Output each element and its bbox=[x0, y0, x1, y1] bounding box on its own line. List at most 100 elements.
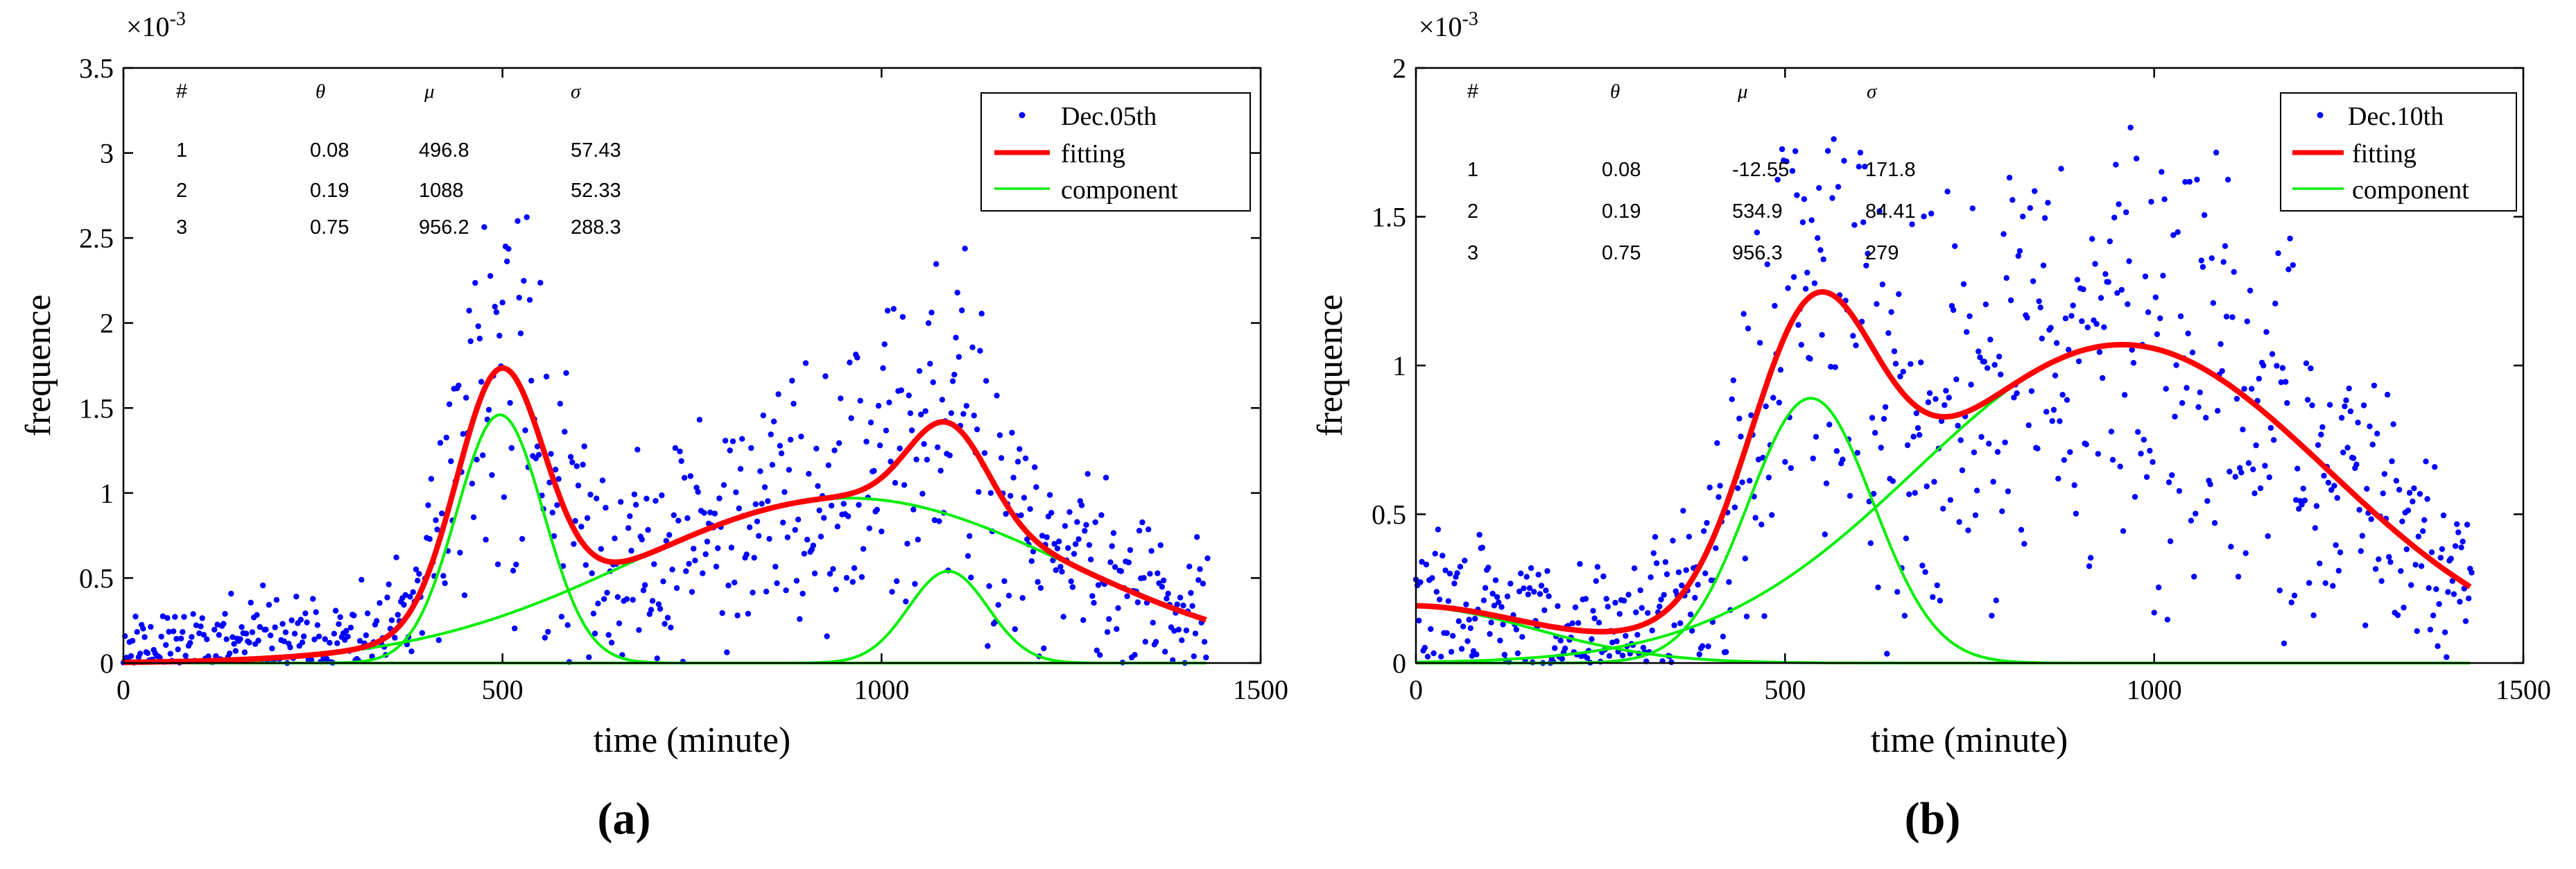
x-axis-label: time (minute) bbox=[594, 721, 790, 760]
scatter-point bbox=[172, 614, 178, 620]
scatter-point bbox=[2319, 424, 2326, 430]
scatter-point bbox=[715, 545, 721, 551]
scatter-point bbox=[951, 372, 958, 378]
scatter-point bbox=[598, 546, 604, 552]
table-cell: 3 bbox=[1467, 242, 1478, 264]
scatter-point bbox=[2367, 423, 2373, 429]
scatter-point bbox=[137, 651, 144, 657]
scatter-point bbox=[662, 621, 668, 627]
scatter-point bbox=[200, 632, 207, 638]
scatter-point bbox=[1457, 564, 1464, 570]
scatter-point bbox=[910, 506, 917, 513]
scatter-point bbox=[1631, 565, 1638, 571]
scatter-point bbox=[871, 467, 877, 474]
scatter-point bbox=[831, 447, 838, 454]
scatter-point bbox=[2362, 622, 2369, 628]
scatter-point bbox=[2176, 488, 2183, 494]
scatter-point bbox=[1913, 410, 1919, 417]
scatter-point bbox=[2232, 474, 2238, 480]
scatter-point bbox=[1201, 639, 1208, 645]
scatter-point bbox=[1037, 585, 1044, 591]
scatter-point bbox=[763, 588, 770, 595]
scatter-point bbox=[1436, 596, 1443, 603]
scatter-point bbox=[1742, 556, 1748, 562]
scatter-point bbox=[1885, 330, 1892, 336]
scatter-point bbox=[811, 570, 818, 576]
scatter-point bbox=[2401, 604, 2407, 611]
scatter-point bbox=[691, 545, 697, 552]
scatter-point bbox=[164, 614, 171, 621]
scatter-point bbox=[737, 465, 744, 472]
scatter-point bbox=[2229, 314, 2236, 320]
table-cell: 1088 bbox=[419, 180, 464, 202]
scatter-point bbox=[1619, 653, 1626, 659]
scatter-point bbox=[746, 524, 753, 531]
scatter-point bbox=[1878, 445, 1884, 451]
scatter-point bbox=[645, 526, 651, 533]
scatter-point bbox=[545, 628, 551, 635]
scatter-point bbox=[494, 561, 501, 567]
scatter-point bbox=[1931, 479, 1937, 485]
scatter-point bbox=[1491, 603, 1498, 609]
scatter-point bbox=[2145, 309, 2152, 316]
scatter-point bbox=[1930, 594, 1936, 601]
scatter-point bbox=[651, 561, 657, 567]
scatter-point bbox=[1863, 262, 1869, 269]
y-tick-label: 1.5 bbox=[79, 393, 114, 424]
scatter-point bbox=[948, 410, 955, 416]
scatter-point bbox=[584, 515, 591, 522]
y-tick-label: 2.5 bbox=[79, 223, 114, 254]
scatter-point bbox=[504, 258, 510, 265]
scatter-point bbox=[983, 378, 989, 384]
scatter-point bbox=[1761, 613, 1767, 619]
scatter-point bbox=[2267, 424, 2274, 431]
scatter-point bbox=[1772, 302, 1778, 309]
scatter-point bbox=[1953, 376, 1960, 383]
scatter-point bbox=[1071, 551, 1078, 557]
scatter-point bbox=[1464, 638, 1471, 644]
scatter-point bbox=[1680, 508, 1686, 514]
scatter-point bbox=[733, 489, 739, 495]
scatter-point bbox=[2331, 483, 2337, 489]
scatter-point bbox=[1489, 590, 1496, 597]
scatter-point bbox=[930, 379, 936, 386]
scatter-point bbox=[1419, 558, 1425, 565]
scatter-point bbox=[2346, 385, 2352, 392]
scatter-point bbox=[428, 476, 435, 482]
table-cell: 52.33 bbox=[571, 180, 621, 202]
scatter-point bbox=[148, 623, 154, 630]
scatter-point bbox=[2228, 544, 2234, 550]
scatter-point bbox=[1640, 644, 1647, 651]
scatter-point bbox=[1487, 630, 1493, 637]
scatter-point bbox=[1050, 557, 1056, 564]
scatter-point bbox=[483, 536, 489, 543]
scatter-point bbox=[2266, 474, 2272, 481]
scatter-point bbox=[2454, 521, 2460, 527]
scatter-point bbox=[2189, 350, 2196, 356]
scatter-point bbox=[1946, 395, 1952, 401]
scatter-point bbox=[1650, 550, 1657, 556]
scatter-point bbox=[754, 518, 761, 524]
scatter-point bbox=[2432, 464, 2438, 470]
scatter-point bbox=[2111, 214, 2118, 221]
scatter-point bbox=[263, 626, 269, 633]
scatter-point bbox=[1035, 578, 1041, 585]
scatter-point bbox=[2428, 549, 2435, 556]
scatter-point bbox=[2322, 580, 2328, 586]
scatter-point bbox=[1847, 492, 1853, 499]
scatter-point bbox=[1981, 359, 1987, 365]
scatter-point bbox=[1139, 519, 1146, 526]
scatter-point bbox=[1933, 396, 1939, 402]
scatter-point bbox=[1417, 579, 1424, 585]
scatter-point bbox=[1743, 613, 1750, 620]
scatter-point bbox=[1896, 291, 1902, 298]
scatter-point bbox=[928, 309, 935, 316]
scatter-point bbox=[198, 623, 204, 630]
scatter-point bbox=[860, 546, 867, 552]
scatter-point bbox=[542, 635, 548, 641]
scatter-point bbox=[816, 507, 822, 514]
scatter-point bbox=[2052, 372, 2059, 379]
scatter-point bbox=[2290, 262, 2296, 268]
scatter-point bbox=[1174, 601, 1180, 608]
scatter-point bbox=[2469, 569, 2475, 576]
